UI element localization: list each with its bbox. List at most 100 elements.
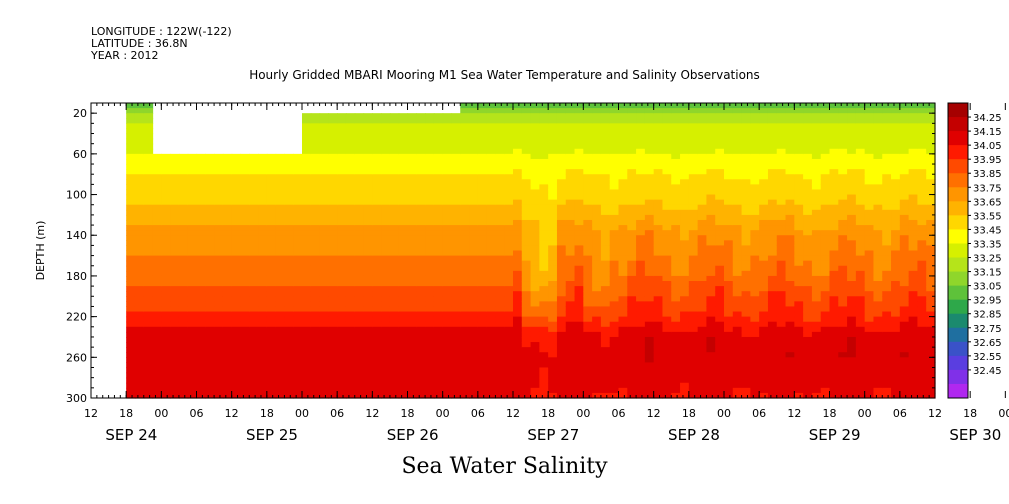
salinity-cell	[398, 357, 409, 363]
salinity-cell	[618, 392, 628, 399]
salinity-cell	[873, 357, 883, 363]
salinity-cell	[803, 209, 813, 216]
salinity-cell	[882, 153, 892, 160]
salinity-cell	[337, 291, 347, 297]
salinity-cell	[477, 306, 488, 313]
salinity-cell	[767, 225, 778, 231]
salinity-cell	[302, 352, 312, 358]
salinity-cell	[609, 204, 620, 211]
salinity-cell	[855, 158, 866, 165]
salinity-cell	[521, 199, 532, 206]
salinity-cell	[618, 291, 628, 297]
salinity-cell	[715, 143, 725, 150]
salinity-cell	[363, 372, 373, 379]
salinity-cell	[548, 260, 558, 267]
salinity-cell	[398, 275, 409, 282]
salinity-cell	[855, 275, 866, 282]
salinity-cell	[803, 357, 813, 363]
salinity-cell	[249, 377, 259, 384]
salinity-cell	[750, 367, 760, 374]
salinity-cell	[671, 118, 681, 124]
salinity-cell	[407, 138, 417, 145]
salinity-cell	[319, 138, 329, 145]
salinity-cell	[240, 291, 250, 297]
salinity-cell	[574, 286, 584, 292]
salinity-cell	[134, 306, 145, 313]
salinity-cell	[337, 255, 347, 262]
salinity-cell	[688, 138, 699, 145]
salinity-cell	[319, 275, 329, 282]
salinity-cell	[231, 275, 242, 282]
salinity-cell	[477, 367, 488, 374]
salinity-cell	[416, 281, 426, 287]
salinity-cell	[310, 367, 321, 374]
salinity-cell	[838, 133, 848, 140]
salinity-cell	[697, 265, 708, 272]
salinity-cell	[389, 148, 400, 155]
salinity-cell	[785, 245, 795, 252]
salinity-cell	[811, 291, 822, 297]
salinity-cell	[583, 158, 593, 165]
salinity-cell	[231, 331, 242, 338]
salinity-cell	[891, 230, 901, 236]
salinity-cell	[530, 113, 540, 119]
salinity-cell	[521, 321, 532, 328]
salinity-cell	[785, 230, 795, 236]
salinity-cell	[134, 164, 145, 170]
salinity-cell	[794, 392, 804, 399]
salinity-cell	[565, 138, 576, 145]
salinity-cell	[882, 316, 892, 323]
salinity-cell	[565, 306, 576, 313]
salinity-cell	[776, 296, 787, 302]
salinity-cell	[688, 214, 699, 221]
salinity-cell	[539, 179, 549, 185]
salinity-cell	[592, 123, 602, 130]
salinity-cell	[891, 296, 901, 302]
salinity-cell	[302, 113, 312, 119]
salinity-cell	[293, 240, 303, 247]
salinity-cell	[460, 123, 470, 130]
salinity-cell	[513, 138, 523, 145]
salinity-cell	[636, 367, 646, 374]
salinity-cell	[143, 367, 154, 374]
salinity-cell	[425, 230, 435, 236]
salinity-cell	[258, 296, 268, 302]
salinity-cell	[732, 118, 743, 124]
salinity-cell	[803, 321, 813, 328]
salinity-cell	[126, 204, 136, 211]
salinity-cell	[767, 291, 778, 297]
salinity-cell	[381, 174, 391, 180]
salinity-cell	[337, 153, 347, 160]
salinity-cell	[627, 189, 637, 196]
salinity-cell	[178, 357, 189, 363]
salinity-cell	[706, 138, 716, 145]
salinity-cell	[345, 209, 356, 216]
salinity-cell	[741, 199, 751, 206]
salinity-cell	[820, 362, 831, 369]
salinity-cell	[521, 164, 532, 170]
salinity-cell	[170, 367, 180, 374]
salinity-cell	[222, 377, 233, 384]
salinity-cell	[724, 123, 734, 130]
salinity-cell	[530, 275, 540, 282]
salinity-cell	[249, 153, 259, 160]
salinity-cell	[451, 342, 461, 348]
salinity-cell	[319, 209, 329, 216]
salinity-cell	[495, 311, 505, 318]
salinity-cell	[688, 164, 699, 170]
salinity-cell	[776, 133, 787, 140]
salinity-cell	[381, 265, 391, 272]
salinity-cell	[398, 179, 409, 185]
salinity-cell	[469, 301, 479, 308]
salinity-cell	[416, 230, 426, 236]
salinity-cell	[372, 148, 382, 155]
salinity-cell	[803, 316, 813, 323]
salinity-cell	[794, 235, 804, 241]
salinity-cell	[644, 352, 655, 358]
salinity-cell	[319, 326, 329, 333]
salinity-cell	[688, 250, 699, 257]
salinity-cell	[882, 113, 892, 119]
salinity-cell	[398, 219, 409, 226]
salinity-cell	[275, 189, 286, 196]
salinity-cell	[442, 291, 453, 297]
